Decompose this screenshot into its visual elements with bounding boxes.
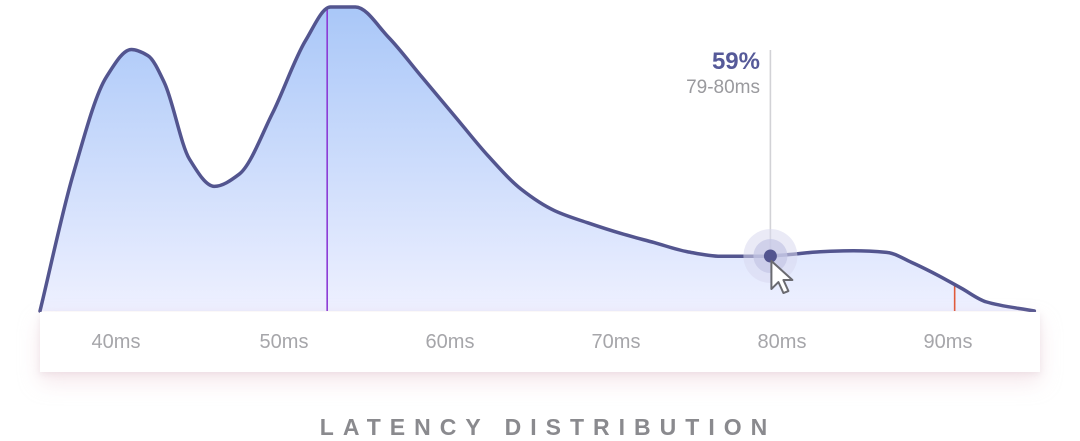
- distribution-area: [40, 7, 1035, 311]
- x-tick-label: 90ms: [923, 331, 973, 353]
- hover-range-label: 79-80ms: [686, 77, 760, 98]
- chart-title: LATENCY DISTRIBUTION: [319, 414, 777, 440]
- cursor-arrow-icon: [770, 260, 794, 295]
- x-tick-label: 60ms: [425, 331, 475, 353]
- x-tick-label: 40ms: [91, 331, 141, 353]
- x-tick-label: 50ms: [259, 331, 309, 353]
- distribution-line: [38, 5, 1037, 313]
- hover-point[interactable]: [763, 249, 777, 263]
- hover-value-label: 59%: [711, 48, 760, 75]
- x-tick-label: 70ms: [591, 331, 641, 353]
- x-tick-label: 80ms: [757, 331, 807, 353]
- x-axis-strip: [40, 312, 1040, 372]
